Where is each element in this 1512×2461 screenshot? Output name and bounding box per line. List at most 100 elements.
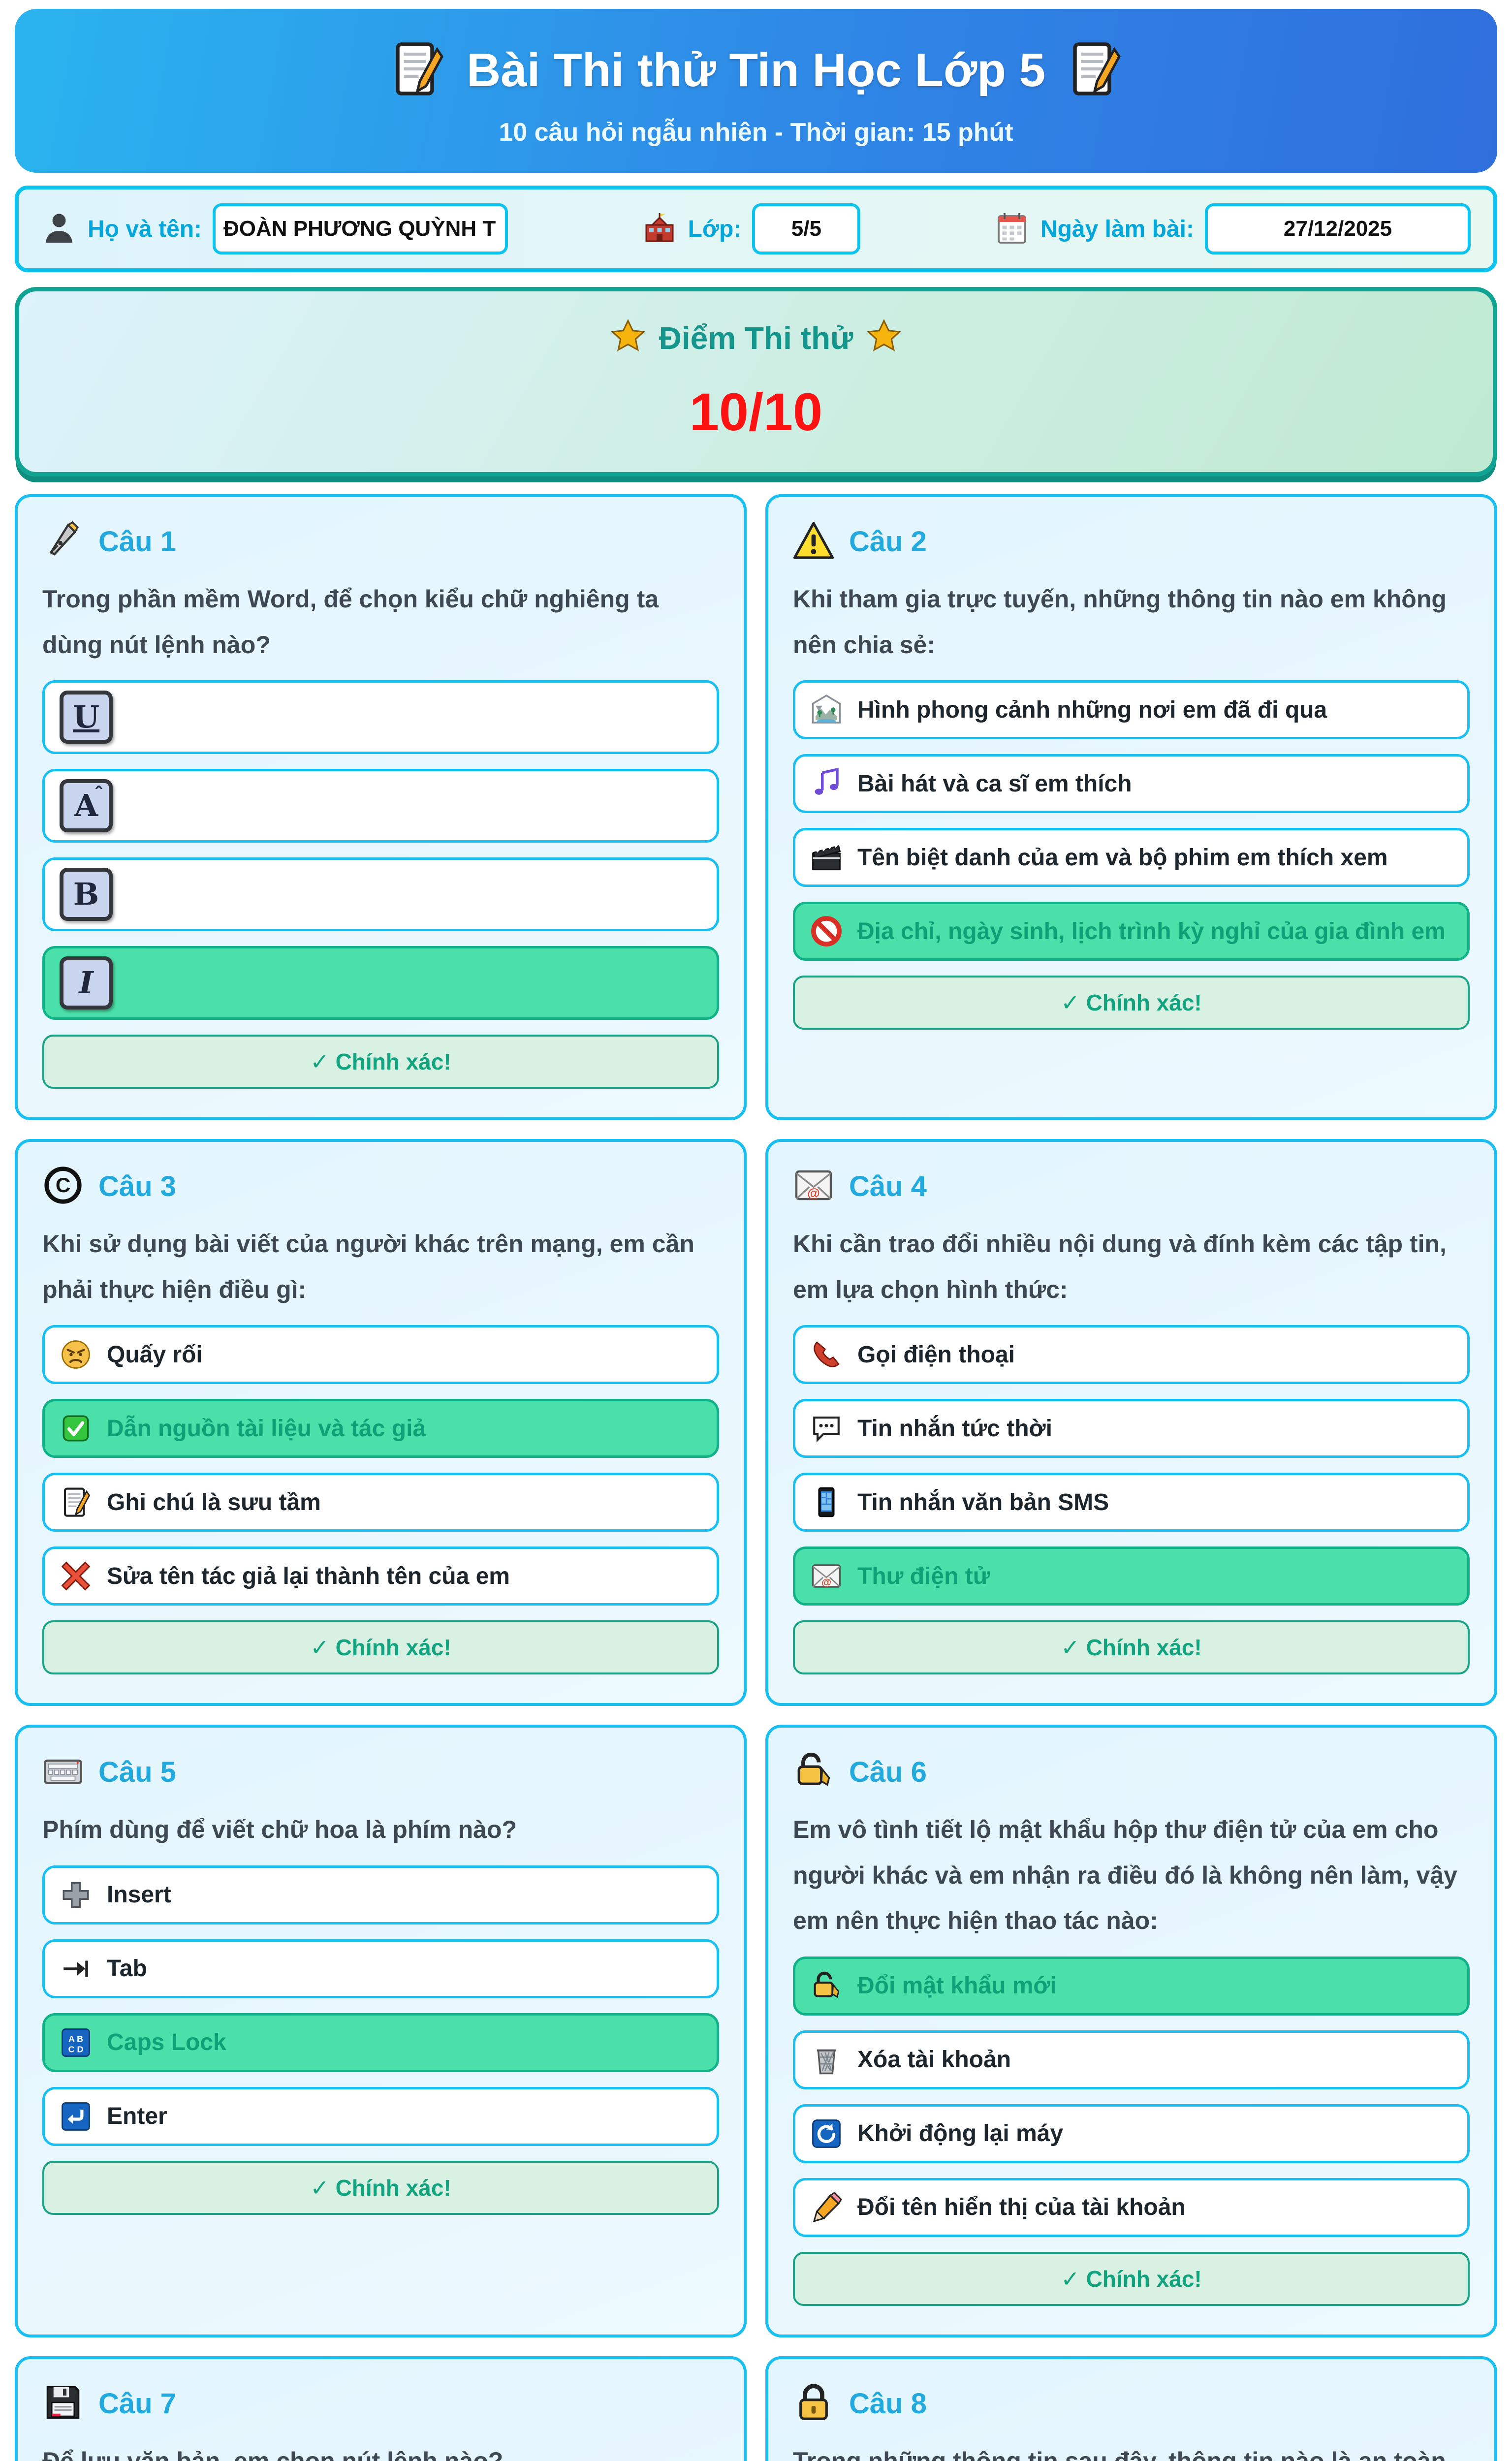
verdict-label: ✓ Chính xác! (42, 1035, 719, 1089)
btn-italic-icon: I (60, 956, 113, 1010)
answer-option[interactable]: Gọi điện thoại (793, 1325, 1470, 1384)
answer-option[interactable]: Đổi tên hiển thị của tài khoản (793, 2177, 1470, 2237)
chat-icon (810, 1412, 843, 1445)
class-input[interactable] (752, 203, 861, 254)
lock-pen-icon (810, 1970, 843, 2002)
answer-option-correct[interactable]: Địa chỉ, ngày sinh, lịch trình kỳ nghỉ c… (793, 902, 1470, 961)
student-info-bar: Họ và tên: Lớp: Ngày làm bài: (15, 186, 1497, 272)
lock-pen-icon (793, 1750, 834, 1794)
option-label: Thư điện tử (857, 1563, 990, 1589)
clapper-icon (810, 841, 843, 874)
floppy-bw-icon (42, 2382, 84, 2426)
class-label: Lớp: (688, 216, 742, 242)
question-header: Câu 7 (42, 2382, 719, 2426)
svg-text:C: C (56, 1173, 70, 1197)
lock-icon (793, 2382, 834, 2426)
question-number: Câu 7 (98, 2387, 176, 2420)
answer-option-correct[interactable]: Dẫn nguồn tài liệu và tác giả (42, 1399, 719, 1458)
plus-gray-icon (60, 1879, 92, 1911)
answer-option[interactable]: B (42, 857, 719, 931)
name-group: Họ và tên: (41, 203, 508, 254)
answer-option-correct[interactable]: I (42, 946, 719, 1020)
refresh-icon (810, 2117, 843, 2150)
answer-option[interactable]: Insert (42, 1865, 719, 1925)
question-text: Trong phần mềm Word, để chọn kiểu chữ ng… (42, 585, 659, 659)
btn-bold-icon: B (60, 868, 113, 921)
answer-option-correct[interactable]: Đổi mật khẩu mới (793, 1956, 1470, 2016)
email-icon: @ (810, 1560, 843, 1592)
answer-option[interactable]: Khởi động lại máy (793, 2104, 1470, 2163)
page-title: Bài Thi thử Tin Học Lớp 5 (467, 43, 1045, 96)
question-card-5: Câu 5 Phím dùng để viết chữ hoa là phím n… (15, 1725, 747, 2337)
option-label: Dẫn nguồn tài liệu và tác giả (107, 1415, 426, 1442)
question-number: Câu 4 (849, 1170, 927, 1202)
answer-option[interactable]: Bài hát và ca sĩ em thích (793, 754, 1470, 813)
answer-option[interactable]: Tab (42, 1939, 719, 1998)
option-label: Đổi tên hiển thị của tài khoản (857, 2194, 1186, 2220)
option-label: Bài hát và ca sĩ em thích (857, 770, 1132, 797)
answer-option[interactable]: Enter (42, 2086, 719, 2146)
memo-icon (60, 1486, 92, 1518)
option-label: Gọi điện thoại (857, 1341, 1015, 1368)
svg-text:@: @ (807, 1186, 820, 1200)
music-icon (810, 767, 843, 800)
date-label: Ngày làm bài: (1040, 216, 1194, 242)
question-number: Câu 1 (98, 526, 176, 558)
question-card-7: Câu 7 Để lưu văn bản, em chọn nút lệnh nà… (15, 2356, 747, 2461)
svg-text:A B: A B (68, 2034, 83, 2044)
verdict-label: ✓ Chính xác! (793, 2251, 1470, 2306)
option-label: Tin nhắn văn bản SMS (857, 1489, 1109, 1515)
star-icon (866, 318, 902, 357)
question-card-4: @ Câu 4 Khi cần trao đổi nhiều nội dung và… (765, 1139, 1497, 1706)
question-number: Câu 5 (98, 1756, 176, 1788)
name-label: Họ và tên: (88, 216, 202, 242)
answer-option[interactable]: Tin nhắn tức thời (793, 1399, 1470, 1458)
question-number: Câu 2 (849, 526, 927, 558)
star-icon (610, 318, 646, 357)
score-card: Điểm Thi thử 10/10 (15, 287, 1497, 476)
option-label: Ghi chú là sưu tầm (107, 1489, 321, 1515)
option-label: Khởi động lại máy (857, 2120, 1064, 2146)
date-input[interactable] (1205, 203, 1471, 254)
answer-option[interactable]: U (42, 680, 719, 754)
answer-option[interactable]: Ghi chú là sưu tầm (42, 1473, 719, 1532)
question-card-1: Câu 1 Trong phần mềm Word, để chọn kiểu c… (15, 494, 747, 1120)
answer-option[interactable]: Quấy rối (42, 1325, 719, 1384)
answer-option[interactable]: Tin nhắn văn bản SMS (793, 1473, 1470, 1532)
question-header: Câu 6 (793, 1750, 1470, 1794)
trash-icon (810, 2044, 843, 2076)
answer-option[interactable]: Hình phong cảnh những nơi em đã đi qua (793, 680, 1470, 739)
mobile-icon (810, 1486, 843, 1518)
verdict-label: ✓ Chính xác! (793, 976, 1470, 1030)
enter-key-icon (60, 2100, 92, 2133)
option-label: Enter (107, 2103, 167, 2129)
answer-option[interactable]: Sửa tên tác giả lại thành tên của em (42, 1546, 719, 1606)
tab-key-icon (60, 1953, 92, 1985)
memo-icon (388, 39, 447, 101)
option-label: Insert (107, 1882, 171, 1908)
answer-option[interactable]: Xóa tài khoản (793, 2030, 1470, 2089)
questions-grid: Câu 1 Trong phần mềm Word, để chọn kiểu c… (15, 494, 1497, 2461)
question-header: @ Câu 4 (793, 1165, 1470, 1208)
name-input[interactable] (213, 203, 508, 254)
landscape-icon (810, 694, 843, 726)
email-icon: @ (793, 1165, 834, 1208)
verdict-label: ✓ Chính xác! (42, 2160, 719, 2215)
option-label: Quấy rối (107, 1341, 203, 1368)
copyright-icon: C (42, 1165, 84, 1208)
question-text: Phím dùng để viết chữ hoa là phím nào? (42, 1816, 517, 1843)
question-card-3: C Câu 3 Khi sử dụng bài viết của người khá… (15, 1139, 747, 1706)
question-text: Khi cần trao đổi nhiều nội dung và đính … (793, 1230, 1447, 1303)
answer-option[interactable]: Tên biệt danh của em và bộ phim em thích… (793, 828, 1470, 887)
option-label: Xóa tài khoản (857, 2047, 1011, 2073)
option-label: Tab (107, 1956, 147, 1982)
memo-icon (1065, 39, 1124, 101)
phone-icon (810, 1338, 843, 1371)
option-label: Địa chỉ, ngày sinh, lịch trình kỳ nghỉ c… (857, 918, 1446, 945)
answer-option-correct[interactable]: @ Thư điện tử (793, 1546, 1470, 1606)
question-text: Để lưu văn bản, em chọn nút lệnh nào? (42, 2447, 504, 2461)
